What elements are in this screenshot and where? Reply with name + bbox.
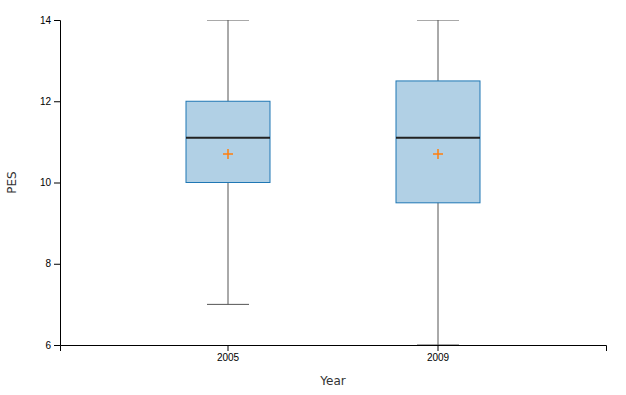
y-tick: 6 bbox=[45, 340, 60, 351]
cap-low bbox=[207, 304, 249, 305]
whisker-high bbox=[228, 20, 229, 101]
y-tick: 10 bbox=[40, 177, 60, 188]
box bbox=[396, 81, 480, 203]
whisker-low bbox=[228, 183, 229, 305]
marks bbox=[186, 20, 480, 345]
cap-high bbox=[207, 20, 249, 21]
median bbox=[186, 137, 270, 139]
y-tick-label: 14 bbox=[40, 15, 52, 26]
cap-low bbox=[417, 345, 459, 346]
box bbox=[186, 101, 270, 182]
median bbox=[396, 137, 480, 139]
mean-marker bbox=[433, 149, 443, 159]
box-group bbox=[186, 20, 270, 304]
whisker-high bbox=[438, 20, 439, 81]
x-tick: 2005 bbox=[217, 345, 240, 363]
y-tick-label: 10 bbox=[40, 177, 52, 188]
y-tick-mark bbox=[54, 345, 60, 346]
y-tick: 12 bbox=[40, 96, 60, 107]
box-group bbox=[396, 20, 480, 345]
x-axis: 2005 2009 bbox=[61, 345, 607, 363]
y-tick: 8 bbox=[45, 258, 60, 269]
y-tick-mark bbox=[54, 264, 60, 265]
x-tick-label: 2009 bbox=[427, 352, 450, 363]
cap-high bbox=[417, 20, 459, 21]
y-axis-line bbox=[54, 21, 61, 346]
y-tick-label: 8 bbox=[45, 258, 51, 269]
y-tick-label: 6 bbox=[45, 340, 51, 351]
x-tick-mark bbox=[228, 345, 229, 351]
y-tick-mark bbox=[54, 20, 60, 21]
y-tick-label: 12 bbox=[40, 96, 52, 107]
x-tick-label: 2005 bbox=[217, 352, 240, 363]
whisker-low bbox=[438, 203, 439, 345]
plot: 6 8 10 12 14 2005 2009 bbox=[40, 15, 607, 363]
x-tick: 2009 bbox=[427, 345, 450, 363]
y-tick-mark bbox=[54, 101, 60, 102]
y-tick: 14 bbox=[40, 15, 60, 26]
chart: 6 8 10 12 14 2005 2009 Year PES bbox=[0, 0, 626, 395]
x-axis-line bbox=[61, 346, 607, 352]
mean-marker bbox=[223, 149, 233, 159]
y-tick-mark bbox=[54, 183, 60, 184]
x-tick-mark bbox=[438, 345, 439, 351]
y-axis-title: PES bbox=[5, 171, 19, 193]
y-axis: 6 8 10 12 14 bbox=[40, 15, 61, 351]
x-axis-title: Year bbox=[319, 374, 345, 388]
